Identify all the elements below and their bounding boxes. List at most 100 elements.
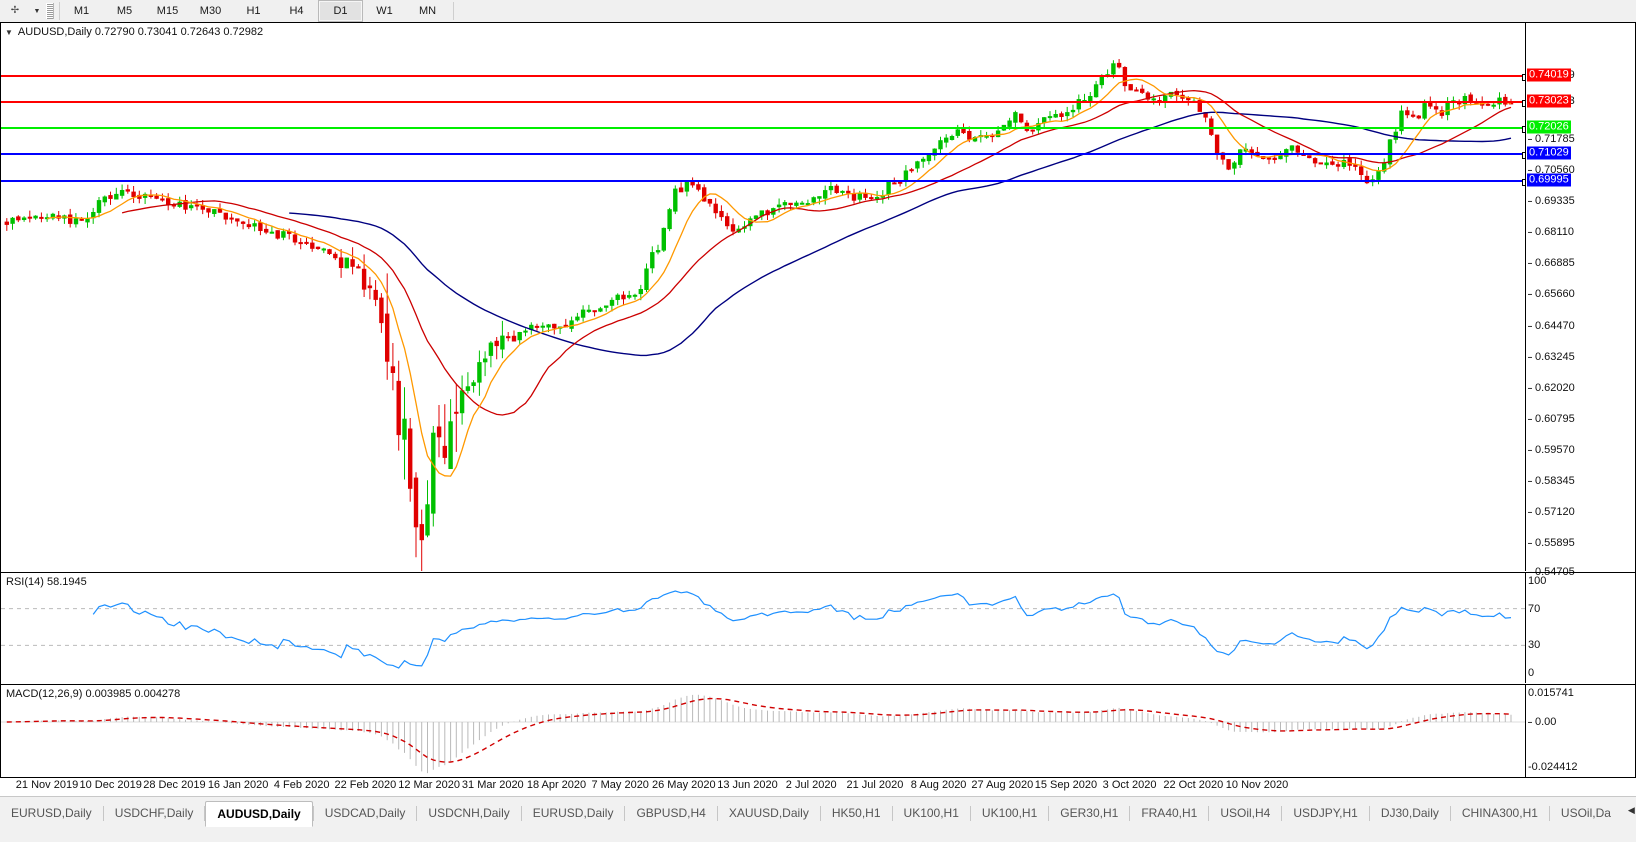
timeframe-m1[interactable]: M1 [73,5,90,17]
price-scale[interactable]: 0.74019 0.73023 0.71785 0.70560 0.69335 0.681… [1525,23,1635,578]
price-tick: 0.57120 [1528,506,1575,518]
tab-divider [1048,806,1050,821]
date-tick: 31 Mar 2020 [461,779,524,791]
timeframe-m30[interactable]: M30 [199,5,222,17]
chart-tab[interactable]: GER30,H1 [1060,806,1119,820]
chart-tab[interactable]: HK50,H1 [831,806,881,820]
timeframe-m15[interactable]: M15 [156,5,179,17]
horizontal-level-line[interactable] [1,152,1525,159]
level-price-tag[interactable]: 0.71029 [1527,146,1571,160]
triangle-down-icon[interactable]: ▼ [5,27,13,37]
chevron-left-icon[interactable]: ◀ [1627,805,1635,815]
symbol-ohlc-text: AUDUSD,Daily 0.72790 0.73041 0.72643 0.7… [17,26,264,38]
timeframe-w1[interactable]: W1 [376,5,393,17]
rsi-tick: 100 [1528,575,1547,588]
price-tick: 0.64470 [1528,320,1575,332]
price-tick: 0.62020 [1528,382,1575,394]
chart-tab[interactable]: USDCNH,Daily [428,806,510,820]
horizontal-level-line[interactable] [1,179,1525,186]
timeframe-h1[interactable]: H1 [246,5,261,17]
rsi-tick: 30 [1528,639,1541,652]
chart-tab[interactable]: EURUSD,Daily [532,806,614,820]
tab-divider [1281,806,1283,821]
timeframe-h4[interactable]: H4 [289,5,304,17]
chart-tab[interactable]: UK100,H1 [981,806,1038,820]
tab-divider [520,806,522,821]
price-tick: 0.66885 [1528,257,1575,269]
chevron-down-icon[interactable]: ▼ [33,7,41,15]
price-tick: 0.59570 [1528,444,1575,456]
horizontal-level-line[interactable] [1,126,1525,133]
macd-tick: 0.015741 [1528,687,1574,700]
tab-divider [1449,806,1451,821]
macd-plot-area[interactable] [1,685,1525,777]
tab-divider [1208,806,1210,821]
chart-tab[interactable]: AUDUSD,Daily [205,801,313,827]
timeframe-m5[interactable]: M5 [116,5,133,17]
macd-pane[interactable]: MACD(12,26,9) 0.003985 0.004278 0.015741… [1,684,1635,777]
tab-scroll-controls[interactable]: ◀ ▶ [1622,802,1636,816]
date-axis: 21 Nov 2019 10 Dec 2019 28 Dec 2019 16 Jan … [0,778,1636,796]
macd-scale: 0.015741 0.00 -0.024412 [1525,685,1635,777]
rsi-plot-area[interactable] [1,573,1525,683]
date-tick: 8 Aug 2020 [910,779,967,791]
price-pane[interactable]: ▼ AUDUSD,Daily 0.72790 0.73041 0.72643 0… [1,23,1635,578]
chart-tab-bar[interactable]: EURUSD,Daily USDCHF,Daily AUDUSD,Daily USDC… [0,796,1636,842]
symbol-ohlc-label: ▼ AUDUSD,Daily 0.72790 0.73041 0.72643 0… [5,26,263,38]
chart-frame[interactable]: ▼ AUDUSD,Daily 0.72790 0.73041 0.72643 0… [0,22,1636,778]
chart-tab[interactable]: DJ30,Daily [1380,806,1439,820]
chart-tab[interactable]: GBPUSD,H4 [636,806,706,820]
level-price-tag[interactable]: 0.69995 [1527,173,1571,187]
date-tick: 18 Apr 2020 [526,779,587,791]
rsi-pane[interactable]: RSI(14) 58.1945 100 70 30 0 [1,572,1635,683]
price-tick: 0.63245 [1528,351,1575,363]
horizontal-level-line[interactable] [1,74,1525,81]
date-tick: 16 Jan 2020 [207,779,269,791]
price-tick: 0.60795 [1528,413,1575,425]
tab-divider [204,806,206,821]
price-tick: 0.65660 [1528,288,1575,300]
level-price-tag[interactable]: 0.74019 [1527,68,1571,82]
chart-tab[interactable]: USOil,H4 [1220,806,1271,820]
price-tick: 0.58345 [1528,475,1575,487]
timeframe-mn[interactable]: MN [418,5,437,17]
horizontal-level-line[interactable] [1,100,1525,107]
chart-tab[interactable]: USOil,Da [1560,806,1611,820]
price-tick: 0.71785 [1528,133,1575,145]
tab-divider [716,806,718,821]
chart-tab[interactable]: USDJPY,H1 [1293,806,1358,820]
toolbar-grip[interactable] [46,3,54,19]
date-tick: 10 Dec 2019 [79,779,142,791]
date-tick: 28 Dec 2019 [143,779,206,791]
chart-tab[interactable]: USDCHF,Daily [114,806,194,820]
chart-tab[interactable]: USDCAD,Daily [324,806,406,820]
date-tick: 15 Sep 2020 [1034,779,1098,791]
chart-tab[interactable]: EURUSD,Daily [11,806,92,820]
date-tick: 21 Nov 2019 [15,779,79,791]
chart-tab[interactable]: XAUUSD,Daily [728,806,809,820]
chart-tab[interactable]: FRA40,H1 [1141,806,1198,820]
cursor-icon[interactable]: ✢ [10,5,20,16]
timeframe-d1[interactable]: D1 [318,0,363,22]
macd-label: MACD(12,26,9) 0.003985 0.004278 [6,688,181,700]
tab-divider [416,806,418,821]
date-tick: 12 Mar 2020 [398,779,460,791]
rsi-tick: 70 [1528,602,1541,615]
toolbar-divider [453,2,454,20]
rsi-series [1,590,1525,669]
level-price-tag[interactable]: 0.72026 [1527,120,1571,134]
date-tick: 7 May 2020 [591,779,649,791]
date-tick: 10 Nov 2020 [1225,779,1289,791]
date-tick: 26 May 2020 [651,779,716,791]
chart-tab[interactable]: CHINA300,H1 [1461,806,1538,820]
tab-divider [312,806,314,821]
date-tick: 27 Aug 2020 [971,779,1034,791]
price-tick: 0.69335 [1528,195,1575,207]
chart-tab[interactable]: UK100,H1 [903,806,959,820]
toolbar-divider [59,2,60,20]
date-tick: 13 Jun 2020 [717,779,778,791]
tab-divider [1368,806,1370,821]
level-price-tag[interactable]: 0.73023 [1527,94,1571,108]
rsi-tick: 0 [1528,667,1535,680]
price-plot-area[interactable] [1,23,1525,571]
